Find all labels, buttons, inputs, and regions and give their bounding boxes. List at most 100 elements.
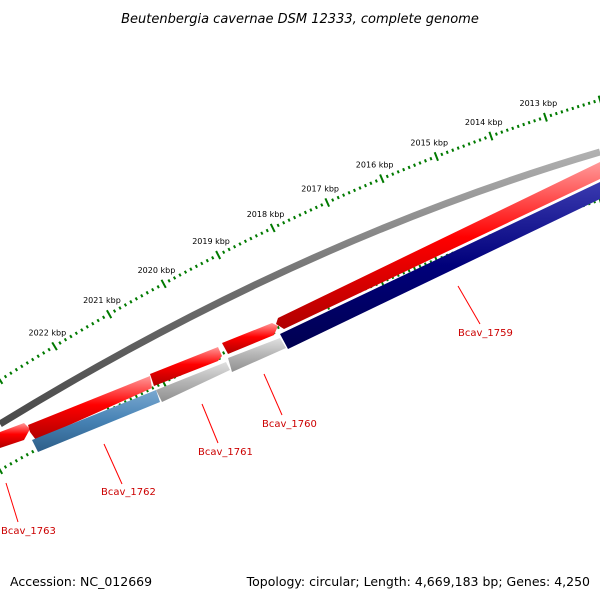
minor-tick (172, 276, 177, 280)
gene-label-bcav-1760[interactable]: Bcav_1760 (262, 419, 317, 430)
minor-tick (156, 285, 160, 289)
minor-tick (522, 122, 526, 127)
minor-tick (533, 119, 536, 123)
minor-tick (352, 188, 357, 193)
gene-bcav-1764-arrow[interactable] (28, 376, 152, 440)
gene-label-lines (5, 285, 481, 523)
minor-tick (440, 152, 444, 157)
minor-tick (500, 130, 504, 134)
minor-tick (527, 120, 531, 125)
minor-tick (183, 270, 188, 274)
minor-tick (14, 367, 19, 372)
major-tick (0, 467, 4, 475)
minor-tick (129, 300, 133, 304)
major-tick (324, 197, 331, 208)
gene-label-line (5, 482, 19, 523)
minor-tick (265, 228, 269, 233)
minor-tick (243, 239, 248, 244)
minor-tick (320, 203, 324, 207)
gene-bcav-1760-arrow[interactable] (228, 338, 286, 372)
forward-strand-genes (0, 162, 600, 448)
minor-tick (571, 106, 575, 111)
minor-tick (200, 261, 204, 266)
tick-label: 2021 kbp (83, 296, 121, 305)
minor-tick (276, 325, 280, 330)
minor-tick (298, 213, 302, 217)
minor-tick (456, 146, 460, 150)
genome-backbone (0, 148, 600, 427)
minor-tick (336, 195, 340, 200)
tick-label: 2019 kbp (192, 237, 230, 246)
minor-tick (20, 364, 24, 369)
gene-labels: Bcav_1763 Bcav_1762 Bcav_1761 Bcav_1760 … (1, 328, 513, 537)
minor-tick (9, 462, 13, 466)
minor-tick (63, 337, 68, 342)
minor-tick (423, 159, 427, 163)
minor-tick (576, 104, 580, 109)
gene-label-bcav-1761[interactable]: Bcav_1761 (198, 447, 253, 458)
topology-text: Topology: circular; Length: 4,669,183 bp… (246, 574, 590, 589)
minor-tick (134, 394, 138, 399)
minor-tick (58, 341, 62, 345)
minor-tick (20, 455, 24, 460)
tick-label: 2016 kbp (356, 161, 394, 170)
gene-bcav-1765-arrow[interactable] (150, 347, 222, 386)
reverse-strand-genes (32, 182, 600, 452)
minor-tick (276, 223, 280, 228)
minor-tick (505, 128, 509, 132)
gene-label-bcav-1763[interactable]: Bcav_1763 (1, 526, 56, 537)
minor-tick (511, 126, 515, 131)
scale-tick-labels: 2022 kbp 2021 kbp 2020 kbp 2019 kbp 2018 kbp… (29, 99, 558, 337)
minor-tick (151, 386, 155, 390)
major-tick (51, 341, 58, 351)
minor-tick (14, 459, 18, 463)
gene-label-bcav-1759[interactable]: Bcav_1759 (458, 328, 513, 339)
gene-bcav-1761-arrow[interactable] (156, 362, 230, 402)
minor-tick (516, 124, 520, 129)
minor-tick (3, 465, 8, 469)
minor-tick (189, 267, 193, 271)
major-tick (433, 151, 439, 162)
minor-tick (314, 205, 318, 210)
major-tick (269, 223, 276, 233)
minor-tick (254, 234, 258, 238)
tick-label: 2015 kbp (410, 139, 448, 148)
minor-tick (112, 309, 117, 313)
minor-tick (3, 374, 8, 379)
minor-tick (565, 108, 569, 112)
minor-tick (347, 190, 351, 195)
minor-tick (238, 242, 242, 246)
minor-tick (467, 142, 471, 146)
major-tick (215, 250, 222, 260)
minor-tick (413, 266, 417, 271)
minor-tick (102, 315, 106, 320)
minor-tick (260, 231, 264, 236)
major-tick (543, 112, 548, 122)
gene-bcav-1763-arrow[interactable] (0, 423, 30, 448)
minor-tick (560, 110, 564, 114)
major-tick (160, 279, 167, 289)
minor-tick (418, 264, 422, 269)
gene-label-line (103, 443, 123, 485)
minor-tick (554, 111, 558, 116)
gene-bcav-1767-arrow[interactable] (276, 162, 600, 329)
gene-bcav-1766-arrow[interactable] (222, 323, 278, 354)
minor-tick (413, 163, 417, 167)
minor-tick (538, 117, 542, 121)
minor-tick (582, 103, 586, 107)
minor-tick (140, 294, 144, 298)
tick-label: 2018 kbp (247, 210, 285, 219)
minor-tick (418, 161, 422, 165)
minor-tick (473, 140, 477, 144)
minor-tick (31, 449, 35, 454)
gene-bcav-1762-arrow[interactable] (32, 390, 160, 452)
minor-tick (282, 220, 286, 225)
tick-label: 2014 kbp (465, 118, 503, 127)
gene-bcav-1759-arrow[interactable] (280, 182, 600, 349)
minor-tick (232, 244, 237, 249)
minor-tick (74, 331, 78, 336)
gene-label-bcav-1762[interactable]: Bcav_1762 (101, 487, 156, 498)
minor-tick (309, 208, 313, 212)
